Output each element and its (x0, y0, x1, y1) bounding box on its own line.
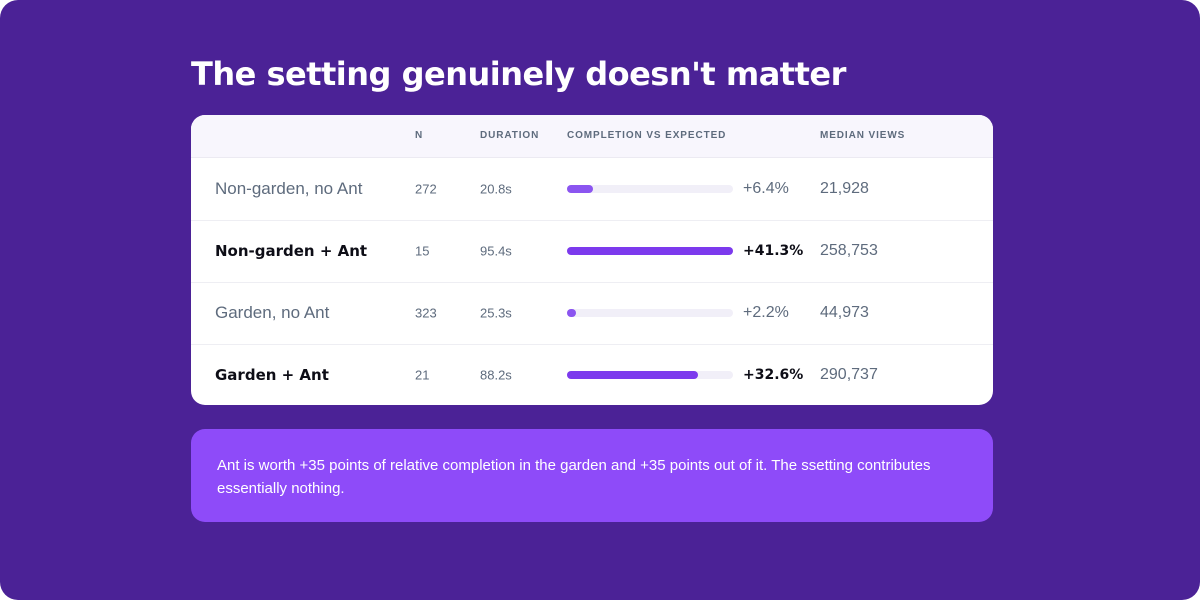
row-label: Non-garden + Ant (215, 242, 368, 260)
page-title: The setting genuinely doesn't matter (191, 55, 846, 93)
row-n: 15 (415, 243, 430, 259)
row-n: 21 (415, 367, 430, 383)
row-median-views: 258,753 (820, 242, 878, 259)
table-row: Garden, no Ant 323 25.3s +2.2% 44,973 (191, 282, 993, 345)
row-completion: +41.3% (743, 243, 804, 259)
header-n: N (415, 130, 424, 141)
completion-bar-fill (567, 185, 593, 193)
row-label: Garden, no Ant (215, 303, 330, 322)
table-row: Non-garden + Ant 15 95.4s +41.3% 258,753 (191, 220, 993, 283)
insight-callout: Ant is worth +35 points of relative comp… (191, 429, 993, 522)
header-median-views: MEDIAN VIEWS (820, 130, 906, 141)
table-row: Garden + Ant 21 88.2s +32.6% 290,737 (191, 344, 993, 405)
row-median-views: 21,928 (820, 180, 869, 197)
completion-bar-track (567, 185, 733, 193)
callout-text: Ant is worth +35 points of relative comp… (217, 457, 931, 497)
row-completion: +2.2% (743, 304, 789, 321)
completion-bar-track (567, 309, 733, 317)
completion-bar-track (567, 247, 733, 255)
completion-bar-track (567, 371, 733, 379)
table-header: N DURATION COMPLETION VS EXPECTED MEDIAN… (191, 115, 993, 158)
table-row: Non-garden, no Ant 272 20.8s +6.4% 21,92… (191, 158, 993, 221)
row-median-views: 290,737 (820, 366, 878, 383)
row-duration: 25.3s (480, 305, 512, 321)
row-duration: 88.2s (480, 367, 512, 383)
row-duration: 20.8s (480, 181, 512, 197)
row-label: Garden + Ant (215, 366, 329, 384)
header-completion: COMPLETION VS EXPECTED (567, 130, 727, 141)
completion-bar-fill (567, 371, 699, 379)
row-label: Non-garden, no Ant (215, 179, 363, 198)
header-duration: DURATION (480, 130, 540, 141)
row-completion: +32.6% (743, 367, 804, 383)
completion-bar-fill (567, 247, 733, 255)
row-duration: 95.4s (480, 243, 512, 259)
row-median-views: 44,973 (820, 304, 869, 321)
comparison-table: N DURATION COMPLETION VS EXPECTED MEDIAN… (191, 115, 993, 405)
row-n: 323 (415, 305, 437, 321)
completion-bar-fill (567, 309, 576, 317)
row-n: 272 (415, 181, 437, 197)
row-completion: +6.4% (743, 180, 789, 197)
